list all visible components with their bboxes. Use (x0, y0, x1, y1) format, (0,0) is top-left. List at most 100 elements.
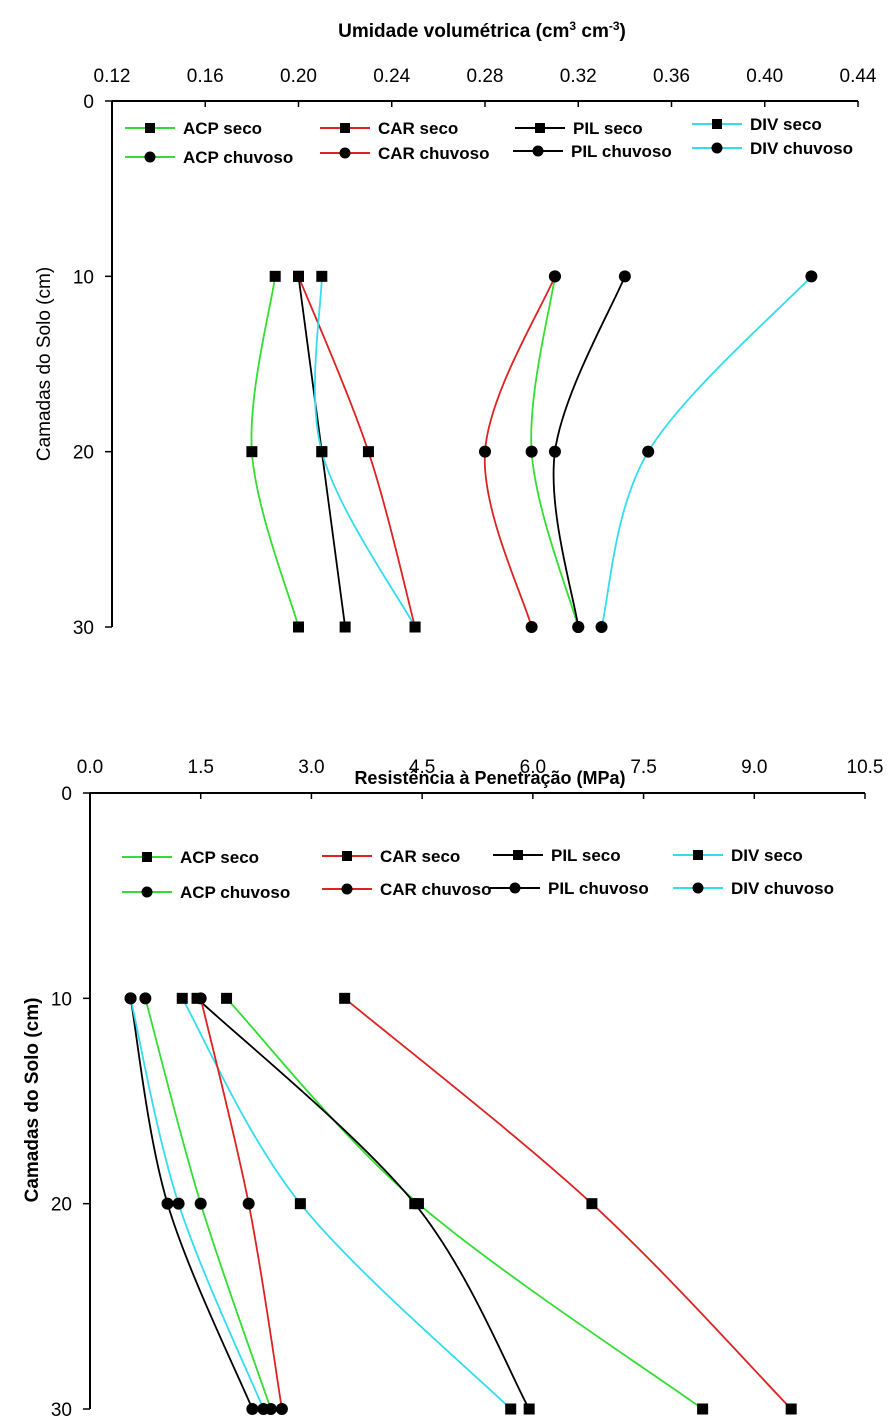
data-point-div-chuvoso (595, 621, 608, 633)
x-tick-label: 7.5 (630, 757, 656, 778)
legend-label-pil-chuvoso: PIL chuvoso (571, 142, 672, 161)
y-tick-label: 10 (51, 989, 72, 1010)
legend-label-acp-seco: ACP seco (180, 848, 259, 867)
legend-label-car-chuvoso: CAR chuvoso (380, 880, 491, 899)
legend-label-pil-seco: PIL seco (573, 119, 643, 138)
data-point-pil-chuvoso (548, 445, 561, 458)
legend-marker-pil-seco (513, 850, 523, 860)
x-tick-label: 0.20 (280, 66, 317, 87)
legend-marker-acp-chuvoso (144, 151, 156, 163)
y-tick-label: 20 (73, 443, 94, 464)
x-tick-label: 9.0 (741, 757, 767, 778)
data-point-car-seco (362, 446, 374, 458)
data-point-car-chuvoso (548, 270, 561, 283)
x-tick-label: 4.5 (409, 757, 435, 778)
data-point-pil-chuvoso (618, 270, 631, 283)
legend-marker-div-chuvoso (692, 882, 704, 894)
data-point-acp-chuvoso (525, 445, 538, 458)
x-axis-title: Resistência à Penetração (MPa) (354, 768, 625, 788)
data-point-car-chuvoso (479, 445, 491, 458)
data-point-car-seco (339, 992, 351, 1004)
series-line-pil-chuvoso (129, 998, 254, 1410)
data-point-div-seco (409, 621, 421, 633)
y-axis-title: Camadas do Solo (cm) (22, 998, 43, 1203)
x-tick-label: 0.0 (77, 757, 103, 778)
legend-marker-car-seco (342, 851, 352, 861)
chart-1: Umidade volumétrica (cm3 cm-3) 0.12 0.16 0.… (34, 19, 877, 639)
data-point-div-seco (294, 1198, 306, 1210)
legend-label-acp-chuvoso: ACP chuvoso (180, 883, 290, 902)
data-point-div-chuvoso (172, 1197, 185, 1210)
data-point-pil-chuvoso (161, 1197, 174, 1210)
y-tick-label: 30 (51, 1400, 72, 1418)
x-tick-label: 6.0 (520, 757, 546, 778)
data-point-pil-seco (523, 1403, 535, 1415)
data-point-acp-seco (246, 446, 258, 458)
series-line-div-chuvoso (600, 275, 813, 628)
legend-marker-pil-chuvoso (509, 882, 521, 894)
legend-label-acp-chuvoso: ACP chuvoso (183, 148, 293, 167)
legend-marker-div-seco (712, 119, 722, 129)
data-point-acp-seco (293, 621, 304, 633)
legend-label-div-seco: DIV seco (750, 115, 822, 134)
series-line-pil-chuvoso (552, 275, 626, 628)
legend: ACP seco CAR seco PIL seco DIV seco ACP chuv… (125, 115, 853, 167)
x-tick-label: 0.40 (746, 66, 783, 87)
legend-label-car-seco: CAR seco (380, 847, 460, 866)
x-tick-label: 0.12 (94, 66, 131, 87)
x-tick-label: 0.36 (653, 66, 690, 87)
x-tick-label: 10.5 (847, 757, 884, 778)
series-line-acp-seco (250, 276, 300, 628)
data-point-div-seco (176, 992, 188, 1004)
legend-marker-pil-seco (535, 123, 545, 133)
y-tick-label: 10 (73, 267, 94, 288)
legend-marker-car-chuvoso (341, 883, 353, 895)
data-point-car-chuvoso (275, 1403, 288, 1415)
legend-label-div-chuvoso: DIV chuvoso (750, 139, 853, 158)
series-line-div-seco (181, 997, 512, 1410)
legend-label-car-chuvoso: CAR chuvoso (378, 144, 489, 163)
x-tick-label: 0.24 (373, 66, 410, 87)
legend-label-car-seco: CAR seco (378, 119, 458, 138)
legend-label-acp-seco: ACP seco (183, 119, 262, 138)
y-tick-label: 0 (83, 92, 94, 113)
y-axis-title: Camadas do Solo (cm) (34, 267, 55, 461)
legend-label-div-seco: DIV seco (731, 846, 803, 865)
x-tick-label: 0.44 (840, 66, 877, 87)
x-tick-label: 1.5 (188, 757, 214, 778)
y-tick-label: 30 (73, 618, 94, 639)
data-point-pil-seco (293, 270, 304, 282)
data-point-car-chuvoso (525, 621, 538, 633)
x-tick-label: 3.0 (298, 757, 324, 778)
data-point-div-seco (316, 446, 328, 458)
x-tick-label: 0.28 (467, 66, 504, 87)
data-point-car-chuvoso (242, 1197, 255, 1210)
data-point-div-seco (316, 270, 328, 282)
data-point-acp-seco (221, 992, 233, 1004)
legend-label-div-chuvoso: DIV chuvoso (731, 879, 834, 898)
data-point-pil-seco (409, 1198, 421, 1210)
data-point-acp-seco (697, 1403, 709, 1415)
data-point-div-chuvoso (642, 445, 655, 458)
data-point-div-chuvoso (257, 1403, 270, 1415)
data-point-div-chuvoso (805, 270, 818, 283)
data-point-pil-seco (339, 621, 351, 633)
x-axis-title: Umidade volumétrica (cm3 cm-3) (338, 19, 626, 42)
data-point-car-seco (586, 1198, 598, 1210)
legend-marker-div-chuvoso (711, 142, 723, 154)
data-point-div-seco (505, 1403, 517, 1415)
y-tick-label: 20 (51, 1195, 72, 1216)
data-point-car-chuvoso (194, 992, 207, 1005)
data-point-pil-chuvoso (572, 621, 585, 633)
series-line-car-seco (297, 275, 416, 628)
data-point-div-chuvoso (124, 992, 137, 1005)
legend-marker-acp-seco (142, 852, 152, 862)
data-point-acp-chuvoso (194, 1197, 207, 1210)
legend-marker-acp-seco (145, 123, 155, 133)
legend-label-pil-chuvoso: PIL chuvoso (548, 879, 649, 898)
x-tick-label: 0.16 (187, 66, 224, 87)
legend-marker-acp-chuvoso (141, 886, 153, 898)
legend-marker-car-seco (340, 123, 350, 133)
chart-2: Resistência à Penetração (MPa) 0.0 1.5 3.0 4… (22, 757, 883, 1418)
